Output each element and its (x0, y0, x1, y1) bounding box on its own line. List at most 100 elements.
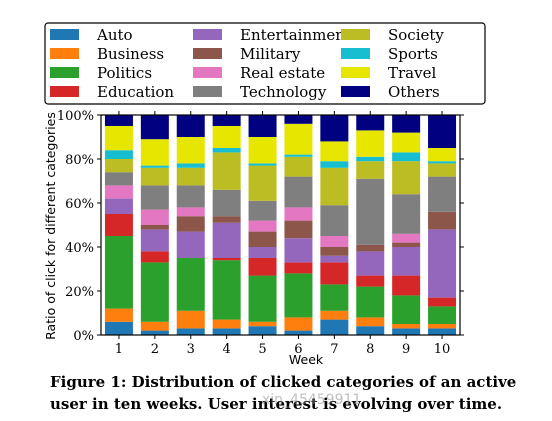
legend-swatch-education (50, 86, 79, 97)
legend-label-sports: Sports (388, 45, 438, 63)
bar-segment-technology-week-3 (176, 185, 205, 208)
bar-segment-military-week-5 (248, 231, 277, 247)
bar-segment-sports-week-7 (320, 161, 349, 168)
bar-segment-military-week-3 (176, 216, 205, 232)
bar-segment-technology-week-9 (392, 194, 421, 234)
bar-segment-travel-week-1 (104, 126, 133, 151)
legend-swatch-travel (341, 67, 370, 78)
bar-segment-education-week-7 (320, 262, 349, 285)
axes-frame (100, 114, 461, 336)
bar-segment-politics-week-9 (392, 295, 421, 324)
bar-segment-politics-week-4 (212, 260, 241, 320)
bar-segment-auto-week-10 (428, 328, 457, 335)
bar-segment-society-week-2 (140, 167, 169, 186)
bar-segment-entertainment-week-7 (320, 255, 349, 263)
bar-segment-travel-week-6 (284, 123, 313, 155)
bar-segment-education-week-2 (140, 251, 169, 263)
bar-segment-entertainment-week-4 (212, 222, 241, 258)
bar-segment-military-week-10 (428, 211, 457, 230)
y-tick-label: 100% (57, 109, 94, 124)
bar-segment-business-week-2 (140, 321, 169, 331)
x-tick-label: 6 (294, 342, 302, 357)
bar-segment-others-week-3 (176, 115, 205, 137)
bar-segment-society-week-9 (392, 161, 421, 195)
bar-segment-entertainment-week-9 (392, 247, 421, 276)
bar-segment-others-week-1 (104, 115, 133, 126)
bar-segment-society-week-10 (428, 163, 457, 177)
bar-segment-others-week-5 (248, 115, 277, 137)
bar-segment-technology-week-6 (284, 176, 313, 208)
y-axis-label: Ratio of click for different categories (43, 112, 58, 340)
bar-segment-business-week-6 (284, 317, 313, 331)
x-axis-label: Week (289, 352, 324, 367)
bar-segment-travel-week-10 (428, 148, 457, 162)
bar-segment-society-week-1 (104, 159, 133, 173)
x-tick-label: 5 (258, 342, 266, 357)
bar-segment-business-week-5 (248, 321, 277, 327)
bar-segment-education-week-10 (428, 297, 457, 307)
x-tick-label: 3 (187, 342, 195, 357)
bar-segment-education-week-1 (104, 214, 133, 236)
bar-segment-sports-week-9 (392, 152, 421, 162)
bar-segment-technology-week-5 (248, 200, 277, 221)
bar-segment-entertainment-week-2 (140, 229, 169, 252)
y-tick-label: 40% (65, 241, 94, 256)
legend-swatch-society (341, 29, 370, 40)
legend-swatch-military (193, 48, 222, 59)
bar-segment-entertainment-week-3 (176, 231, 205, 258)
bar-segment-military-week-9 (392, 242, 421, 247)
legend-label-technology: Technology (240, 83, 327, 101)
legend-swatch-business (50, 48, 79, 59)
bar-segment-technology-week-7 (320, 205, 349, 236)
y-tick-label: 80% (65, 153, 94, 168)
legend-label-real-estate: Real estate (240, 64, 325, 82)
legend-swatch-politics (50, 67, 79, 78)
bar-segment-others-week-2 (140, 115, 169, 140)
legend-frame (44, 22, 486, 105)
bar-segment-entertainment-week-8 (356, 251, 385, 276)
bar-segment-society-week-4 (212, 152, 241, 190)
bar-segment-sports-week-5 (248, 163, 277, 166)
bar-segment-auto-week-3 (176, 328, 205, 335)
bar-segment-sports-week-10 (428, 161, 457, 164)
bar-segment-travel-week-3 (176, 137, 205, 164)
legend-label-military: Military (240, 45, 301, 63)
bar-segment-others-week-8 (356, 115, 385, 131)
figure-caption: Figure 1: Distribution of clicked catego… (50, 373, 517, 413)
bar-segment-education-week-8 (356, 275, 385, 287)
bar-segment-entertainment-week-6 (284, 238, 313, 263)
bar-segment-entertainment-week-1 (104, 198, 133, 214)
bar-segment-business-week-4 (212, 319, 241, 329)
legend-label-entertainment: Entertainment (240, 26, 351, 44)
bar-segment-sports-week-3 (176, 163, 205, 168)
bar-segment-business-week-1 (104, 308, 133, 322)
legend-swatch-auto (50, 29, 79, 40)
bar-segment-society-week-6 (284, 156, 313, 177)
bar-segment-education-week-5 (248, 258, 277, 276)
bar-segment-politics-week-10 (428, 306, 457, 324)
bar-segment-sports-week-1 (104, 150, 133, 159)
bar-segment-politics-week-1 (104, 236, 133, 309)
x-tick-label: 4 (223, 342, 231, 357)
bar-segment-politics-week-3 (176, 258, 205, 311)
bar-segment-military-week-4 (212, 216, 241, 223)
bar-segment-others-week-9 (392, 115, 421, 133)
bar-segment-others-week-10 (428, 115, 457, 148)
bar-segment-education-week-6 (284, 262, 313, 274)
bar-segment-real-estate-week-7 (320, 236, 349, 247)
bar-segment-military-week-7 (320, 247, 349, 256)
bar-segment-society-week-7 (320, 167, 349, 206)
bar-segment-business-week-8 (356, 317, 385, 327)
bar-segment-real-estate-week-5 (248, 220, 277, 232)
bar-segment-sports-week-2 (140, 165, 169, 168)
bar-segment-travel-week-7 (320, 141, 349, 162)
bar-segment-society-week-3 (176, 167, 205, 186)
bar-segment-politics-week-7 (320, 284, 349, 311)
legend-label-education: Education (97, 83, 174, 101)
bar-segment-travel-week-5 (248, 137, 277, 164)
bar-segment-business-week-7 (320, 310, 349, 320)
bar-segment-military-week-8 (356, 244, 385, 252)
bar-segment-sports-week-4 (212, 148, 241, 153)
legend-label-auto: Auto (96, 26, 133, 44)
x-tick-label: 2 (151, 342, 159, 357)
